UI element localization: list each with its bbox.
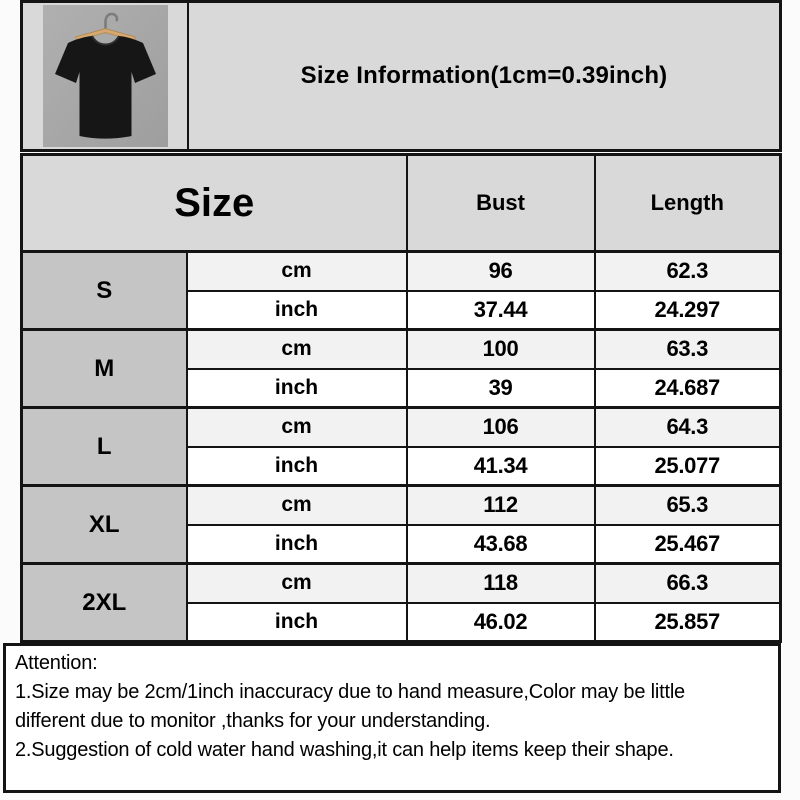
bust-value: 96 xyxy=(405,250,596,292)
unit-cell: inch xyxy=(185,601,408,643)
bust-value: 43.68 xyxy=(405,523,596,565)
size-label-s: S xyxy=(20,250,188,331)
table-row: M cm 100 63.3 xyxy=(20,328,782,409)
attention-line-1: 1.Size may be 2cm/1inch inaccuracy due t… xyxy=(15,681,685,703)
length-value: 25.857 xyxy=(593,601,782,643)
table-row: L cm 106 64.3 xyxy=(20,406,782,487)
length-value: 65.3 xyxy=(593,484,782,526)
unit-cell: cm xyxy=(185,328,408,370)
length-value: 24.297 xyxy=(593,289,782,331)
table-row: inch 37.44 24.297 xyxy=(22,289,782,331)
bust-value: 100 xyxy=(405,328,596,370)
tshirt-product-photo xyxy=(42,5,168,147)
bust-value: 106 xyxy=(405,406,596,448)
length-column-header: Length xyxy=(593,153,782,253)
attention-heading: Attention: xyxy=(15,652,98,674)
table-row: inch 39 24.687 xyxy=(22,367,782,409)
bust-value: 118 xyxy=(405,562,596,604)
size-info-header: Size Information(1cm=0.39inch) xyxy=(20,0,782,152)
page-title: Size Information(1cm=0.39inch) xyxy=(300,62,668,89)
attention-line-3: 2.Suggestion of cold water hand washing,… xyxy=(15,739,674,761)
bust-value: 41.34 xyxy=(405,445,596,487)
unit-cell: cm xyxy=(185,562,408,604)
unit-cell: inch xyxy=(185,523,408,565)
tshirt-collar xyxy=(90,35,120,46)
size-label-2xl: 2XL xyxy=(20,562,188,643)
product-photo-cell xyxy=(23,3,189,149)
bust-column-header: Bust xyxy=(405,153,596,253)
length-value: 64.3 xyxy=(593,406,782,448)
hanger-wood-icon xyxy=(75,28,135,42)
title-cell: Size Information(1cm=0.39inch) xyxy=(189,3,779,149)
length-value: 62.3 xyxy=(593,250,782,292)
length-value: 24.687 xyxy=(593,367,782,409)
table-row: 2XL cm 118 66.3 xyxy=(20,562,782,643)
length-value: 25.467 xyxy=(593,523,782,565)
table-row: S cm 96 62.3 xyxy=(20,250,782,331)
size-chart-table: Size Bust Length S cm 96 62.3 inch 37.44… xyxy=(20,153,782,643)
unit-cell: inch xyxy=(185,289,408,331)
size-label-xl: XL xyxy=(20,484,188,565)
unit-cell: inch xyxy=(185,445,408,487)
unit-cell: cm xyxy=(185,484,408,526)
bust-value: 39 xyxy=(405,367,596,409)
unit-cell: cm xyxy=(185,406,408,448)
unit-cell: inch xyxy=(185,367,408,409)
size-label-l: L xyxy=(20,406,188,487)
bust-value: 37.44 xyxy=(405,289,596,331)
table-header-row: Size Bust Length xyxy=(20,153,782,253)
table-row: XL cm 112 65.3 xyxy=(20,484,782,565)
bust-value: 112 xyxy=(405,484,596,526)
tshirt-icon xyxy=(54,36,156,139)
unit-cell: cm xyxy=(185,250,408,292)
table-row: inch 41.34 25.077 xyxy=(22,445,782,487)
attention-line-2: different due to monitor ,thanks for you… xyxy=(15,710,491,732)
table-row: inch 46.02 25.857 xyxy=(22,601,782,643)
table-row: inch 43.68 25.467 xyxy=(22,523,782,565)
size-label-m: M xyxy=(20,328,188,409)
hanger-hook-icon xyxy=(103,12,118,34)
size-chart: Size Bust Length S cm 96 62.3 inch 37.44… xyxy=(20,153,782,643)
size-column-header: Size xyxy=(20,153,408,253)
length-value: 63.3 xyxy=(593,328,782,370)
bust-value: 46.02 xyxy=(405,601,596,643)
length-value: 25.077 xyxy=(593,445,782,487)
attention-note: Attention: 1.Size may be 2cm/1inch inacc… xyxy=(3,643,781,793)
length-value: 66.3 xyxy=(593,562,782,604)
